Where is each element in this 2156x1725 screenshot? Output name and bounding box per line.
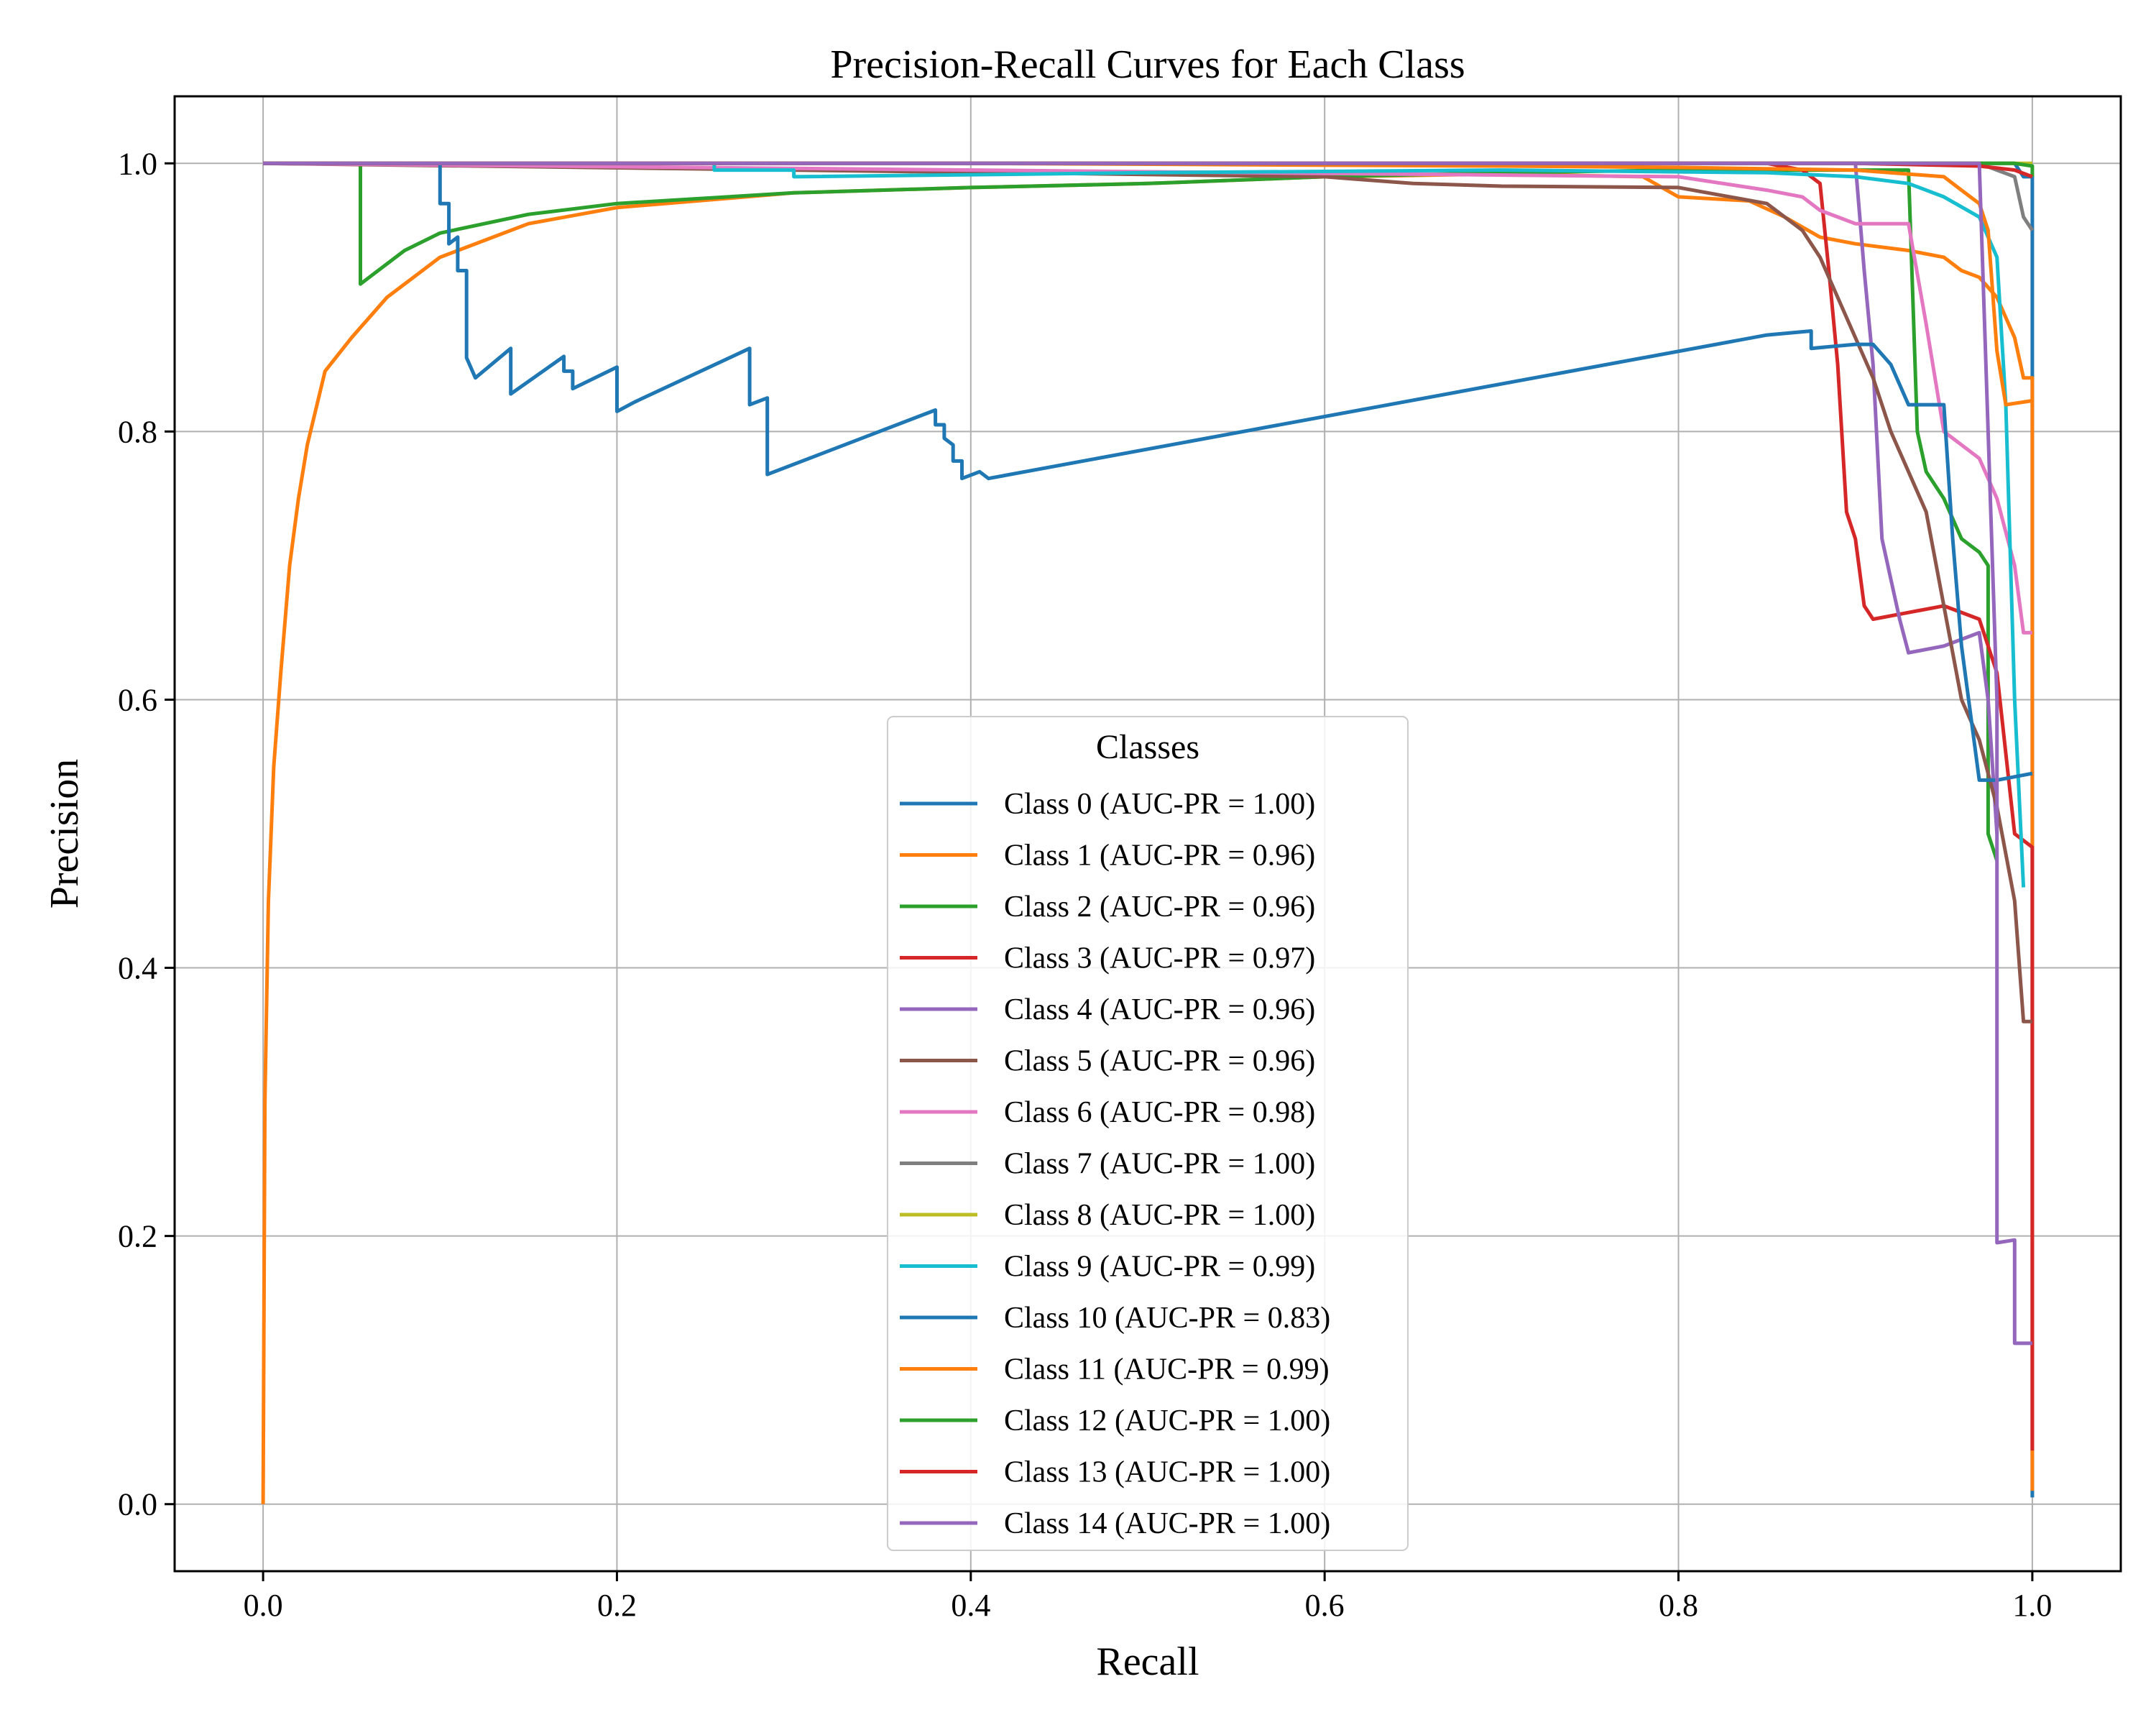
- y-tick-label: 1.0: [118, 146, 157, 181]
- series-line-class-9: [263, 161, 2026, 888]
- legend-label-class-11: Class 11 (AUC-PR = 0.99): [1004, 1353, 1330, 1386]
- legend-label-class-13: Class 13 (AUC-PR = 1.00): [1004, 1456, 1330, 1489]
- x-tick-label: 0.2: [597, 1588, 637, 1623]
- series-line-class-4: [263, 161, 1999, 834]
- x-tick-label: 0.8: [1659, 1588, 1698, 1623]
- series-line-class-5: [263, 161, 2032, 1024]
- legend-label-class-3: Class 3 (AUC-PR = 0.97): [1004, 942, 1315, 975]
- axis-ticks: 0.0 0.2 0.4 0.6 0.8 1.0 0.0 0.2 0.4 0.6 0.8 1.0: [118, 146, 2052, 1623]
- legend-label-class-8: Class 8 (AUC-PR = 1.00): [1004, 1199, 1315, 1232]
- legend-label-class-0: Class 0 (AUC-PR = 1.00): [1004, 788, 1315, 821]
- chart-title: Precision-Recall Curves for Each Class: [830, 42, 1465, 87]
- series-group: [261, 161, 2035, 1504]
- series-line-class-11: [263, 161, 2033, 407]
- legend-box: [887, 716, 1409, 1551]
- series-line-class-10: [263, 161, 2033, 782]
- legend: Classes Class 0 (AUC-PR = 1.00) Class 1 (…: [887, 716, 1409, 1551]
- x-tick-label: 1.0: [2012, 1588, 2052, 1623]
- legend-label-class-1: Class 1 (AUC-PR = 0.96): [1004, 840, 1315, 873]
- legend-label-class-7: Class 7 (AUC-PR = 1.00): [1004, 1148, 1315, 1181]
- x-tick-label: 0.0: [244, 1588, 283, 1623]
- x-tick-label: 0.6: [1305, 1588, 1345, 1623]
- series-line-class-14: [263, 161, 2032, 1346]
- legend-label-class-10: Class 10 (AUC-PR = 0.83): [1004, 1302, 1330, 1335]
- legend-label-class-4: Class 4 (AUC-PR = 0.96): [1004, 993, 1315, 1026]
- y-tick-label: 0.2: [118, 1219, 157, 1254]
- legend-title: Classes: [1096, 728, 1199, 766]
- legend-label-class-9: Class 9 (AUC-PR = 0.99): [1004, 1251, 1315, 1284]
- series-line-class-3: [263, 161, 2035, 1451]
- y-tick-label: 0.0: [118, 1487, 157, 1522]
- y-axis-title: Precision: [42, 759, 87, 908]
- legend-label-class-14: Class 14 (AUC-PR = 1.00): [1004, 1507, 1330, 1540]
- legend-label-class-12: Class 12 (AUC-PR = 1.00): [1004, 1404, 1330, 1438]
- legend-label-class-5: Class 5 (AUC-PR = 0.96): [1004, 1045, 1315, 1078]
- legend-label-class-2: Class 2 (AUC-PR = 0.96): [1004, 891, 1315, 924]
- y-tick-label: 0.4: [118, 951, 157, 986]
- y-tick-label: 0.8: [118, 414, 157, 449]
- legend-label-class-6: Class 6 (AUC-PR = 0.98): [1004, 1096, 1315, 1129]
- plot-frame: [173, 95, 2122, 1573]
- x-axis-title: Recall: [1096, 1639, 1199, 1684]
- y-tick-label: 0.6: [118, 682, 157, 717]
- series-line-class-6: [263, 161, 2032, 635]
- x-tick-label: 0.4: [951, 1588, 990, 1623]
